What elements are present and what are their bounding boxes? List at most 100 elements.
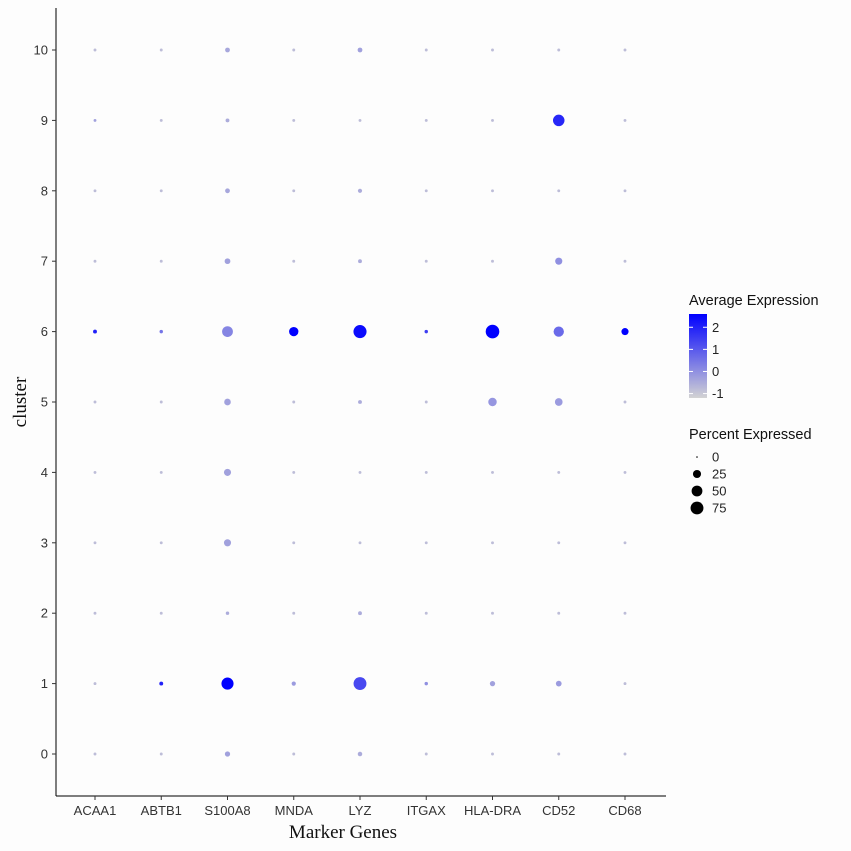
point-CD68-cluster-9 [623,118,627,122]
y-tick-label: 3 [41,535,48,550]
point-ACAA1-cluster-2 [93,611,97,615]
size-legend-title: Percent Expressed [689,427,812,443]
x-tick-label: LYZ [349,803,372,818]
point-CD52-cluster-1 [555,680,562,687]
point-LYZ-cluster-10 [357,47,363,53]
size-legend-label: 25 [712,467,726,482]
point-LYZ-cluster-8 [357,188,363,193]
y-tick-label: 5 [41,395,48,410]
point-MNDA-cluster-3 [292,541,296,545]
size-legend: Percent Expressed 0 25 50 75 [689,427,812,516]
y-tick-label: 10 [34,43,48,58]
x-tick-label: S100A8 [204,803,250,818]
x-tick-label: HLA-DRA [464,803,521,818]
point-CD52-cluster-0 [557,752,561,756]
point-MNDA-cluster-4 [292,470,296,474]
size-legend-items: 0 25 50 75 [690,450,726,516]
point-S100A8-cluster-6 [222,326,233,337]
point-LYZ-cluster-1 [353,677,367,691]
point-MNDA-cluster-7 [292,259,296,263]
point-S100A8-cluster-0 [224,751,231,757]
y-tick-label: 7 [41,254,48,269]
data-points [93,47,629,757]
x-tick-label: ABTB1 [141,803,182,818]
point-HLA-DRA-cluster-8 [491,189,494,193]
x-tick-label: MNDA [275,803,314,818]
color-legend-bar [689,314,707,398]
point-CD68-cluster-7 [623,259,627,263]
point-CD68-cluster-6 [621,328,629,336]
point-ABTB1-cluster-3 [159,541,163,545]
point-ABTB1-cluster-8 [159,189,163,193]
y-tick-label: 6 [41,324,48,339]
point-CD68-cluster-8 [623,189,627,193]
point-LYZ-cluster-3 [358,541,362,545]
point-CD68-cluster-1 [623,682,627,686]
y-axis-title: cluster [10,376,31,427]
color-legend-tick-label: 0 [712,364,719,379]
point-LYZ-cluster-6 [353,325,367,339]
point-CD52-cluster-8 [557,189,561,193]
point-CD68-cluster-2 [623,611,627,615]
point-MNDA-cluster-10 [292,48,296,52]
point-LYZ-cluster-9 [358,118,362,122]
size-legend-label: 50 [712,484,726,499]
color-legend-title: Average Expression [689,293,819,309]
point-CD68-cluster-0 [623,752,627,756]
point-ABTB1-cluster-7 [159,259,163,263]
point-ACAA1-cluster-3 [93,541,97,545]
point-HLA-DRA-cluster-3 [491,541,494,545]
color-legend-tick-label: 1 [712,342,719,357]
point-HLA-DRA-cluster-10 [491,48,494,52]
point-S100A8-cluster-10 [225,47,230,53]
size-legend-label: 75 [712,501,726,516]
point-LYZ-cluster-0 [357,751,363,757]
point-CD52-cluster-10 [557,48,561,52]
point-ABTB1-cluster-6 [159,329,163,334]
point-CD52-cluster-7 [555,257,563,265]
point-ITGAX-cluster-0 [424,752,428,756]
point-CD52-cluster-4 [557,470,561,474]
x-tick-label: ACAA1 [74,803,117,818]
point-CD52-cluster-3 [557,541,561,545]
point-ITGAX-cluster-6 [424,329,428,334]
point-CD52-cluster-2 [557,611,561,615]
point-LYZ-cluster-2 [358,611,362,616]
point-ABTB1-cluster-0 [159,752,163,756]
point-HLA-DRA-cluster-4 [491,470,494,474]
point-S100A8-cluster-9 [225,118,230,123]
point-MNDA-cluster-6 [289,326,299,337]
size-legend-dot [691,485,703,497]
point-CD68-cluster-5 [623,400,627,404]
point-CD68-cluster-4 [623,470,627,474]
point-HLA-DRA-cluster-9 [491,118,494,122]
point-S100A8-cluster-8 [225,188,230,194]
x-ticks: ACAA1 ABTB1 S100A8 MNDA LYZ ITGAX HLA-DRA CD52 C… [74,796,642,818]
point-CD52-cluster-5 [554,398,563,406]
size-legend-dot [696,456,698,458]
color-legend-tick-label: 2 [712,320,719,335]
color-legend-tick-label: -1 [712,386,724,401]
y-tick-label: 4 [41,465,48,480]
point-S100A8-cluster-7 [224,258,231,265]
point-ITGAX-cluster-1 [424,681,428,686]
point-S100A8-cluster-1 [221,677,234,690]
point-MNDA-cluster-2 [292,611,296,615]
point-ABTB1-cluster-1 [159,681,164,686]
point-ITGAX-cluster-9 [424,118,428,122]
point-ACAA1-cluster-4 [93,470,97,474]
y-tick-label: 2 [41,606,48,621]
size-legend-dot [690,501,704,515]
point-HLA-DRA-cluster-1 [489,680,496,687]
point-ITGAX-cluster-7 [424,259,428,263]
point-CD68-cluster-10 [623,48,627,52]
point-ACAA1-cluster-1 [93,682,97,686]
y-tick-label: 9 [41,113,48,128]
x-tick-label: CD68 [608,803,641,818]
point-ABTB1-cluster-9 [159,118,163,122]
point-ABTB1-cluster-4 [159,470,163,474]
point-MNDA-cluster-8 [292,189,296,193]
point-ACAA1-cluster-0 [93,752,97,756]
y-tick-label: 0 [41,747,48,762]
